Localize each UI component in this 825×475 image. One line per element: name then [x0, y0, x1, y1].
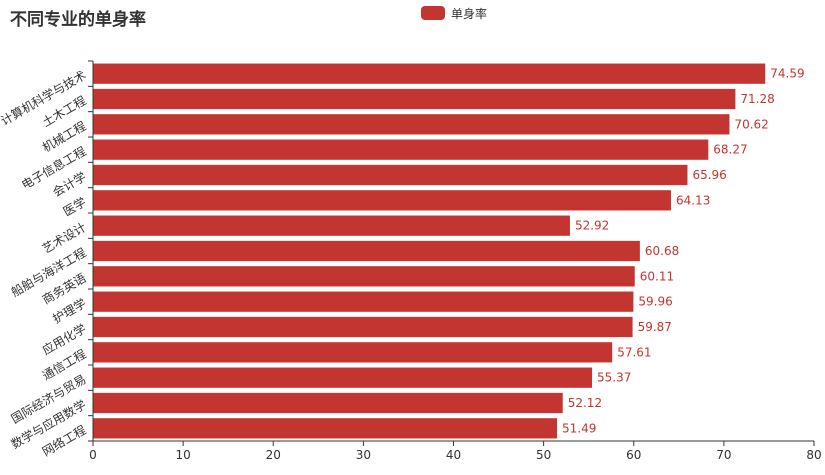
data-label: 65.96	[692, 168, 726, 182]
bar	[93, 139, 709, 160]
x-tick-label: 70	[716, 448, 731, 462]
data-label: 60.11	[640, 269, 674, 283]
data-label: 52.92	[575, 219, 609, 233]
data-label: 57.61	[617, 345, 651, 359]
bar	[93, 215, 570, 236]
bar	[93, 392, 563, 414]
data-label: 74.59	[770, 67, 804, 81]
bar	[93, 342, 613, 363]
data-label: 51.49	[562, 421, 596, 435]
x-tick-label: 30	[356, 448, 371, 462]
legend-label: 单身率	[451, 6, 488, 21]
bar	[93, 316, 633, 338]
chart-title: 不同专业的单身率	[10, 10, 146, 30]
x-tick-label: 40	[446, 448, 461, 462]
x-tick-label: 20	[266, 448, 281, 462]
data-label: 52.12	[568, 396, 602, 410]
bar	[93, 418, 558, 439]
data-label: 71.28	[740, 92, 774, 106]
data-label: 59.96	[638, 295, 672, 309]
y-tick-label: 医学	[60, 194, 88, 219]
x-tick-label: 50	[536, 448, 551, 462]
bar	[93, 63, 766, 84]
bar	[93, 291, 634, 312]
data-label: 60.68	[645, 244, 679, 258]
data-label: 55.37	[597, 371, 631, 385]
x-tick-label: 60	[626, 448, 641, 462]
legend[interactable]: 单身率	[421, 5, 487, 21]
bar	[93, 367, 593, 388]
data-label: 68.27	[713, 143, 747, 157]
bar	[93, 240, 640, 262]
data-label: 59.87	[638, 320, 672, 334]
bar	[93, 266, 635, 287]
bar	[93, 114, 730, 135]
x-tick-label: 80	[806, 448, 821, 462]
bar	[93, 88, 736, 110]
bar	[93, 164, 688, 186]
x-tick-label: 0	[89, 448, 97, 462]
x-tick-label: 10	[175, 448, 190, 462]
data-label: 70.62	[734, 117, 768, 131]
bar	[93, 190, 671, 211]
data-label: 64.13	[676, 193, 710, 207]
legend-swatch-icon	[421, 6, 445, 20]
